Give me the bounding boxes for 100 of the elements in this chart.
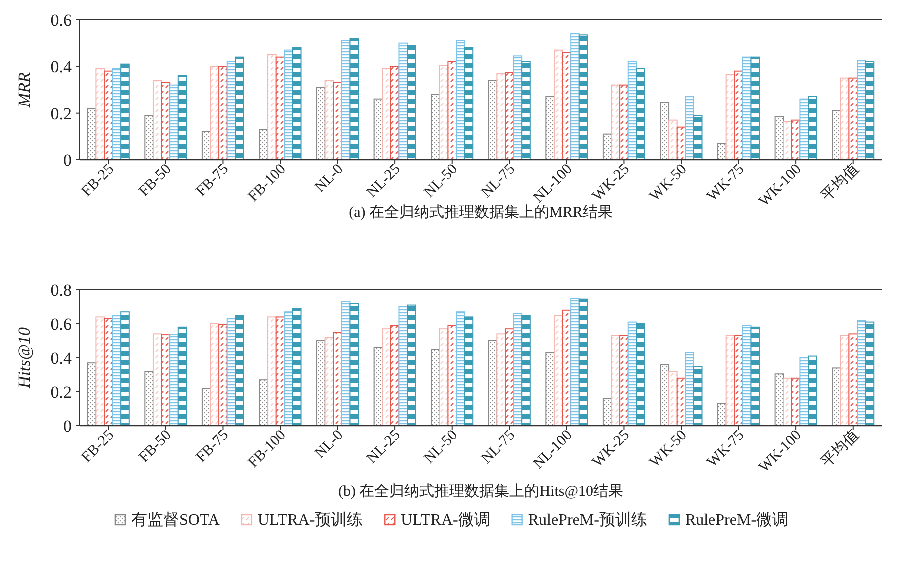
bar — [448, 325, 458, 426]
bar — [848, 334, 858, 426]
bar — [620, 335, 629, 426]
x-tick-label: 平均值 — [818, 426, 862, 471]
bar — [750, 326, 760, 426]
bar — [660, 102, 670, 160]
bar — [808, 356, 818, 426]
bar — [522, 315, 531, 426]
bar — [832, 368, 842, 426]
bar — [218, 66, 228, 160]
bar — [431, 349, 440, 426]
bar — [316, 340, 326, 426]
bar — [636, 68, 646, 160]
bar — [268, 316, 277, 426]
bar — [865, 322, 875, 426]
bar — [668, 371, 678, 426]
bar — [464, 48, 474, 160]
bar — [382, 68, 392, 160]
bar — [382, 328, 392, 426]
bar — [570, 34, 580, 160]
bar — [120, 312, 130, 426]
y-axis-title: Hits@10 — [15, 327, 34, 390]
bar — [800, 358, 810, 426]
y-tick-label: 0.6 — [50, 315, 72, 334]
legend-label: RulePreM-微调 — [685, 512, 789, 529]
legend-label: ULTRA-预训练 — [258, 511, 364, 529]
x-tick-label: 平均值 — [818, 160, 862, 205]
bar — [284, 312, 294, 426]
bar — [152, 334, 162, 426]
bar — [144, 371, 154, 426]
y-tick-label: 0.2 — [50, 104, 72, 124]
bar — [734, 70, 744, 160]
bar — [685, 352, 694, 426]
bar — [333, 332, 342, 426]
bar — [350, 303, 360, 426]
bar — [660, 364, 670, 426]
bar — [152, 80, 162, 160]
bar — [292, 308, 302, 426]
bar — [96, 68, 105, 160]
bar — [398, 42, 408, 160]
bar — [235, 56, 244, 160]
bar — [407, 304, 416, 426]
bar — [333, 82, 342, 160]
bar — [170, 334, 179, 426]
bar — [496, 73, 506, 160]
bar — [268, 54, 277, 160]
bar — [170, 84, 179, 160]
bar — [554, 50, 564, 160]
bar — [504, 72, 514, 160]
bar — [496, 334, 506, 426]
bar — [578, 34, 588, 160]
y-axis-title: MRR — [15, 72, 34, 108]
y-tick-label: 0.4 — [50, 349, 72, 368]
bar — [431, 94, 440, 160]
bar — [316, 87, 326, 160]
bar — [750, 56, 760, 160]
bar — [448, 62, 458, 160]
bar — [857, 60, 866, 160]
bar — [407, 45, 416, 160]
bar — [456, 312, 466, 426]
bar — [693, 366, 703, 426]
bar — [554, 315, 564, 426]
text: (b) 在全归纳式推理数据集上的Hits@10结果 — [338, 483, 624, 500]
text: (a) 在全归纳式推理数据集上的MRR结果 — [349, 204, 613, 221]
bar — [865, 62, 875, 160]
bar — [546, 352, 555, 426]
bar — [120, 64, 130, 160]
y-tick-label: 0 — [64, 417, 72, 436]
bar — [522, 62, 531, 160]
bar — [104, 70, 114, 160]
bar — [636, 324, 646, 426]
y-tick-label: 0.2 — [50, 383, 72, 402]
y-tick-label: 0.6 — [50, 11, 72, 30]
bar — [504, 328, 514, 426]
y-tick-label: 0.4 — [50, 58, 72, 77]
bar — [570, 298, 580, 426]
bar — [808, 96, 818, 160]
bar — [235, 315, 244, 426]
legend-label: ULTRA-微调 — [401, 512, 490, 529]
bar — [178, 76, 188, 160]
bar — [350, 38, 360, 160]
bar — [546, 96, 555, 160]
bar — [456, 40, 466, 160]
bar — [144, 115, 154, 160]
y-tick-label: 0 — [64, 151, 72, 170]
bar — [832, 110, 842, 160]
bar — [578, 298, 588, 426]
bar — [218, 324, 228, 426]
bar — [178, 326, 188, 426]
bar — [848, 78, 858, 160]
bar — [668, 120, 678, 160]
bar — [259, 380, 269, 426]
bar — [284, 50, 294, 160]
bar — [398, 306, 408, 426]
bar — [734, 335, 744, 426]
bar — [857, 320, 866, 426]
bar — [464, 316, 474, 426]
legend-label: 有监督SOTA — [131, 511, 220, 529]
bar — [104, 318, 114, 426]
bar — [620, 84, 629, 160]
